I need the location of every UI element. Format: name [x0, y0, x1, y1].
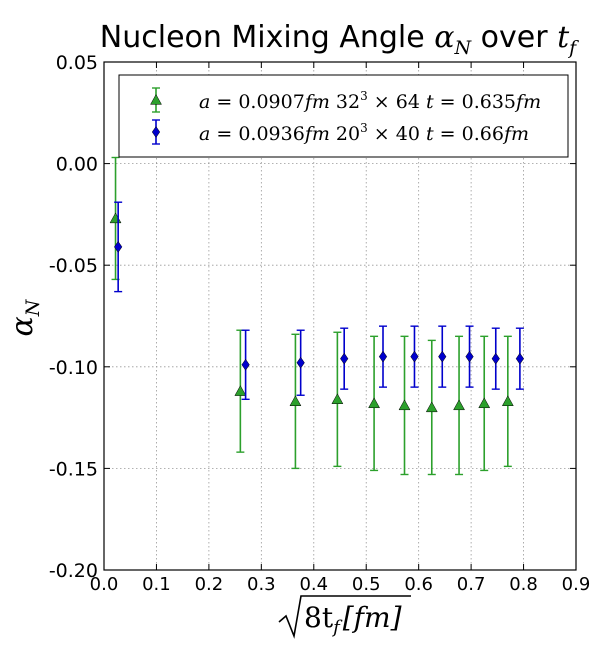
x-tick-label: 0.9 [562, 574, 591, 595]
data-point [453, 399, 465, 411]
data-point [331, 393, 344, 404]
x-tick-label: 0.8 [509, 574, 538, 595]
x-tick-label: 0.6 [404, 574, 433, 595]
data-point [438, 350, 447, 363]
data-point [234, 385, 247, 396]
data-point [368, 397, 381, 409]
series-1 [109, 156, 514, 476]
data-point [296, 356, 305, 369]
svg-text:8tf[fm]: 8tf [fm] [304, 601, 402, 638]
data-point [515, 352, 524, 365]
legend-box [118, 74, 569, 158]
y-tick-label: -0.05 [49, 255, 98, 277]
series-2 [114, 201, 524, 401]
svg-text:αN: αN [5, 298, 44, 336]
x-tick-label: 0.3 [247, 574, 276, 595]
x-tick-label: 0.0 [90, 574, 119, 595]
data-point [340, 352, 349, 365]
data-point [378, 350, 388, 363]
x-tick-labels: 0.0 0.1 0.2 0.3 0.4 0.5 0.6 0.7 0.8 0.9 [90, 574, 591, 595]
legend-marker [150, 93, 162, 105]
x-axis-label: 8tf [fm] [278, 595, 411, 639]
data-point [491, 352, 500, 365]
data-point [114, 240, 123, 253]
legend-label-series-1: a = 0.0907fm 323 × 64 t = 0.635fm [199, 89, 541, 113]
ticks [103, 61, 577, 571]
data-point [425, 401, 438, 413]
legend-label-series-2: a = 0.0936fm 203 × 40 t = 0.66fm [199, 121, 529, 145]
x-tick-label: 0.5 [352, 574, 381, 595]
legend-marker [151, 126, 161, 138]
series-layer [109, 156, 524, 476]
y-tick-label: 0.05 [56, 52, 98, 74]
y-tick-label: -0.15 [49, 458, 98, 480]
x-tick-label: 0.4 [299, 574, 328, 595]
plot-area [103, 61, 577, 571]
y-tick-labels: 0.05 0.00 -0.05 -0.10 -0.15 -0.20 [49, 52, 98, 582]
legend: a = 0.0907fm 323 × 64 t = 0.635fm a = 0.… [118, 74, 569, 158]
data-point [289, 395, 302, 406]
data-point [465, 350, 474, 363]
data-point [410, 350, 419, 363]
y-tick-label: -0.10 [49, 357, 98, 379]
x-tick-label: 0.1 [142, 574, 171, 595]
data-point [398, 399, 411, 411]
legend-markers [150, 87, 162, 145]
data-point [501, 395, 514, 406]
data-point [241, 358, 250, 371]
data-point [478, 397, 491, 409]
y-tick-label: 0.00 [56, 154, 98, 176]
y-axis-label: αN [5, 298, 44, 336]
x-tick-label: 0.2 [195, 574, 224, 595]
chart-title: Nucleon Mixing Angle αN over tf [100, 20, 579, 59]
y-tick-label: -0.20 [49, 560, 98, 582]
x-tick-label: 0.7 [457, 574, 486, 595]
